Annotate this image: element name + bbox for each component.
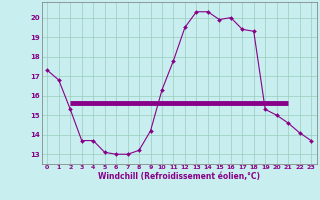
X-axis label: Windchill (Refroidissement éolien,°C): Windchill (Refroidissement éolien,°C) — [98, 172, 260, 181]
